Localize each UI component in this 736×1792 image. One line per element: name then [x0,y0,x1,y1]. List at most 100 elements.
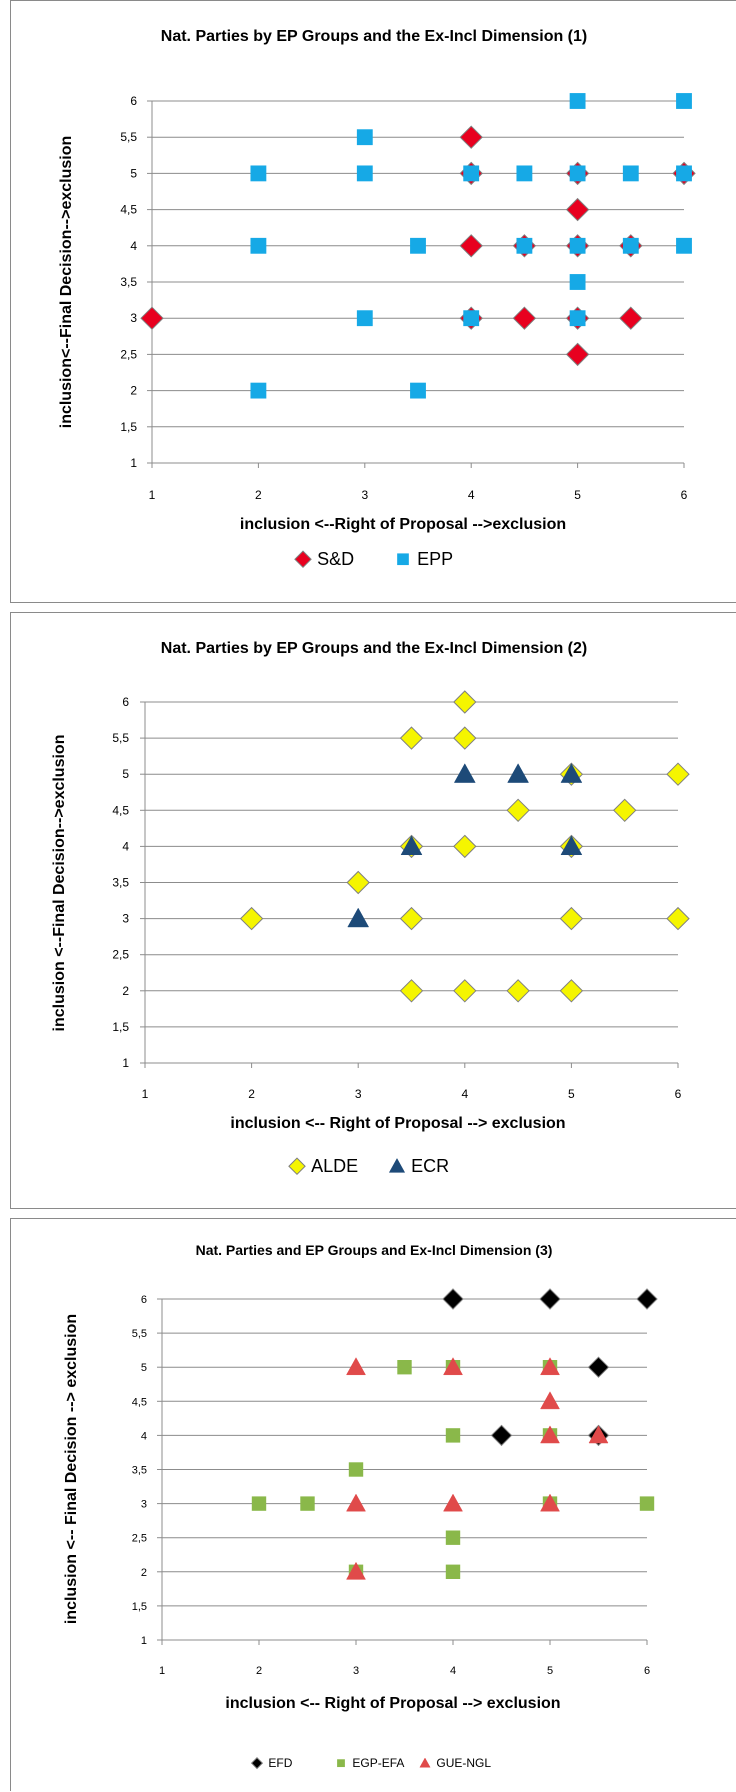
data-point-epp [569,93,586,109]
data-point-epp [622,237,639,254]
data-point-egp-efa [348,1462,364,1477]
data-point-gue-ngl [443,1357,463,1376]
y-tick-label: 1 [130,456,137,470]
chart-title: Nat. Parties by EP Groups and the Ex-Inc… [161,28,587,45]
y-tick-label: 4,5 [132,1396,147,1408]
data-point-epp [356,165,373,182]
y-tick-label: 4 [122,839,129,853]
x-tick-label: 2 [255,488,262,502]
data-point-epp [356,129,373,146]
data-point-alde [239,906,264,931]
x-axis-label: inclusion <--Right of Proposal -->exclus… [240,516,566,533]
data-point-gue-ngl [588,1425,609,1444]
data-point-alde [346,870,370,895]
y-tick-label: 2,5 [112,948,129,962]
data-point-alde [666,906,690,931]
y-tick-label: 5,5 [112,731,129,745]
scatter-chart-3: Nat. Parties and EP Groups and Ex-Incl D… [63,1242,658,1770]
y-tick-label: 5,5 [120,130,137,144]
y-tick-label: 3,5 [120,275,137,289]
data-point-epp [250,382,267,399]
chart-title: Nat. Parties and EP Groups and Ex-Incl D… [196,1242,553,1258]
x-tick-label: 1 [142,1087,149,1101]
y-tick-label: 3 [130,311,137,325]
data-point-ecr [453,763,476,783]
x-tick-label: 5 [547,1665,553,1677]
data-point-alde [666,762,690,786]
data-point-epp [676,237,692,254]
data-point-alde [612,798,637,823]
legend-marker [397,553,409,566]
data-point-alde [399,906,424,931]
data-point-epp [356,310,373,327]
x-tick-label: 4 [461,1087,468,1101]
data-point-efd [636,1288,658,1310]
y-tick-label: 3 [122,912,129,926]
x-tick-label: 1 [149,488,156,502]
y-tick-label: 5,5 [132,1328,147,1340]
y-tick-label: 2 [141,1567,147,1579]
legend-label: EFD [268,1756,292,1770]
y-tick-label: 1,5 [112,1020,129,1034]
data-point-s-d [459,234,483,258]
data-point-epp [516,237,533,254]
data-point-alde [506,798,530,823]
y-tick-label: 4 [130,239,137,253]
data-point-egp-efa [445,1530,461,1545]
data-point-efd [539,1288,561,1310]
x-tick-label: 4 [450,1665,456,1677]
legend-label: EPP [417,549,453,569]
y-tick-label: 1 [122,1056,129,1070]
data-point-alde [453,690,477,714]
data-point-gue-ngl [346,1357,366,1376]
chart-panel-2: Nat. Parties by EP Groups and the Ex-Inc… [10,612,736,1209]
legend-label: GUE-NGL [436,1756,491,1770]
y-tick-label: 6 [141,1294,147,1306]
data-point-s-d [619,306,643,330]
y-tick-label: 2,5 [132,1533,147,1545]
data-point-alde [453,726,477,750]
y-tick-label: 1 [141,1635,147,1647]
y-tick-label: 3,5 [132,1465,147,1477]
legend-marker [388,1158,406,1173]
y-tick-label: 5 [122,767,129,781]
scatter-chart-2: Nat. Parties by EP Groups and the Ex-Inc… [51,640,690,1176]
data-point-gue-ngl [346,1493,366,1512]
data-point-alde [453,834,477,859]
data-point-ecr [347,907,370,928]
x-tick-label: 2 [256,1665,262,1677]
data-point-egp-efa [300,1496,315,1511]
x-axis-label: inclusion <-- Right of Proposal --> excl… [225,1695,560,1712]
legend-label: ALDE [311,1156,358,1176]
y-tick-label: 2 [122,984,129,998]
x-tick-label: 1 [159,1665,165,1677]
y-tick-label: 6 [122,695,129,709]
y-tick-label: 2 [130,384,137,398]
legend-label: S&D [317,549,354,569]
chart-panel-1: Nat. Parties by EP Groups and the Ex-Inc… [10,0,736,603]
data-point-alde [399,726,424,750]
data-point-egp-efa [445,1564,461,1579]
data-point-epp [250,237,267,254]
data-point-efd [587,1356,610,1378]
y-tick-label: 4,5 [112,803,129,817]
data-point-epp [569,165,586,182]
data-point-gue-ngl [346,1561,366,1580]
data-point-epp [410,382,426,399]
data-point-egp-efa [397,1360,412,1375]
y-axis-label: inclusion <--Final Decision-->exclusion [51,735,68,1032]
data-point-epp [463,310,480,327]
data-point-s-d [140,306,164,330]
legend-label: ECR [411,1156,449,1176]
y-axis-label: inclusion <-- Final Decision --> exclusi… [63,1314,80,1624]
data-point-efd [490,1424,513,1447]
data-point-ecr [400,835,423,856]
data-point-s-d [459,125,483,149]
x-tick-label: 6 [675,1087,682,1101]
y-tick-label: 3 [141,1499,147,1511]
data-point-ecr [560,763,583,783]
y-tick-label: 4,5 [120,203,137,217]
y-axis-label: inclusion<--Final Decision-->exclusion [58,136,75,429]
legend-marker [419,1757,431,1768]
legend-marker [294,550,312,569]
